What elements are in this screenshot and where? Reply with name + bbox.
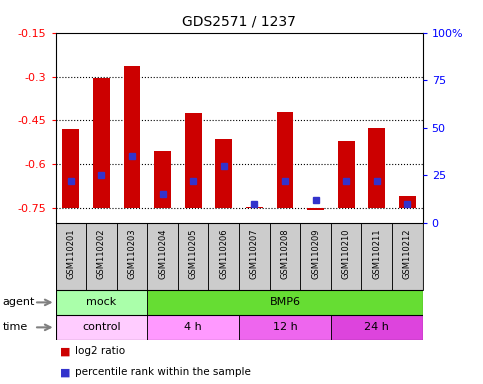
Text: 4 h: 4 h <box>185 322 202 333</box>
Title: GDS2571 / 1237: GDS2571 / 1237 <box>182 15 296 29</box>
Bar <box>399 196 416 208</box>
Bar <box>239 223 270 290</box>
Text: GSM110209: GSM110209 <box>311 228 320 279</box>
Bar <box>307 208 324 210</box>
Bar <box>147 315 239 340</box>
Text: GSM110206: GSM110206 <box>219 228 228 279</box>
Bar <box>369 127 385 208</box>
Bar <box>331 223 361 290</box>
Bar <box>209 223 239 290</box>
Text: ■: ■ <box>60 346 71 356</box>
Text: GSM110212: GSM110212 <box>403 228 412 279</box>
Bar <box>270 223 300 290</box>
Text: time: time <box>2 322 28 333</box>
Text: GSM110210: GSM110210 <box>341 228 351 279</box>
Text: GSM110205: GSM110205 <box>189 228 198 279</box>
Bar <box>185 113 201 208</box>
Bar <box>86 223 117 290</box>
Bar <box>56 223 86 290</box>
Bar <box>331 315 423 340</box>
Bar <box>178 223 209 290</box>
Text: 12 h: 12 h <box>272 322 298 333</box>
Bar <box>277 112 293 208</box>
Bar <box>154 151 171 208</box>
Bar <box>392 223 423 290</box>
Text: GSM110203: GSM110203 <box>128 228 137 279</box>
Bar <box>239 315 331 340</box>
Text: GSM110211: GSM110211 <box>372 228 381 279</box>
Text: BMP6: BMP6 <box>270 297 300 308</box>
Bar <box>56 315 147 340</box>
Bar <box>300 223 331 290</box>
Bar <box>246 207 263 208</box>
Text: GSM110207: GSM110207 <box>250 228 259 279</box>
Bar <box>117 223 147 290</box>
Text: percentile rank within the sample: percentile rank within the sample <box>75 367 251 377</box>
Bar <box>361 223 392 290</box>
Text: agent: agent <box>2 297 35 308</box>
Bar <box>93 78 110 208</box>
Text: GSM110204: GSM110204 <box>158 228 167 279</box>
Text: 24 h: 24 h <box>364 322 389 333</box>
Text: GSM110202: GSM110202 <box>97 228 106 279</box>
Bar <box>124 66 141 208</box>
Bar <box>62 129 79 208</box>
Bar <box>147 223 178 290</box>
Text: log2 ratio: log2 ratio <box>75 346 125 356</box>
Text: ■: ■ <box>60 367 71 377</box>
Text: GSM110208: GSM110208 <box>281 228 289 279</box>
Bar <box>147 290 423 315</box>
Bar <box>215 139 232 208</box>
Text: mock: mock <box>86 297 116 308</box>
Text: GSM110201: GSM110201 <box>66 228 75 279</box>
Bar <box>56 290 147 315</box>
Bar <box>338 141 355 208</box>
Text: control: control <box>82 322 121 333</box>
